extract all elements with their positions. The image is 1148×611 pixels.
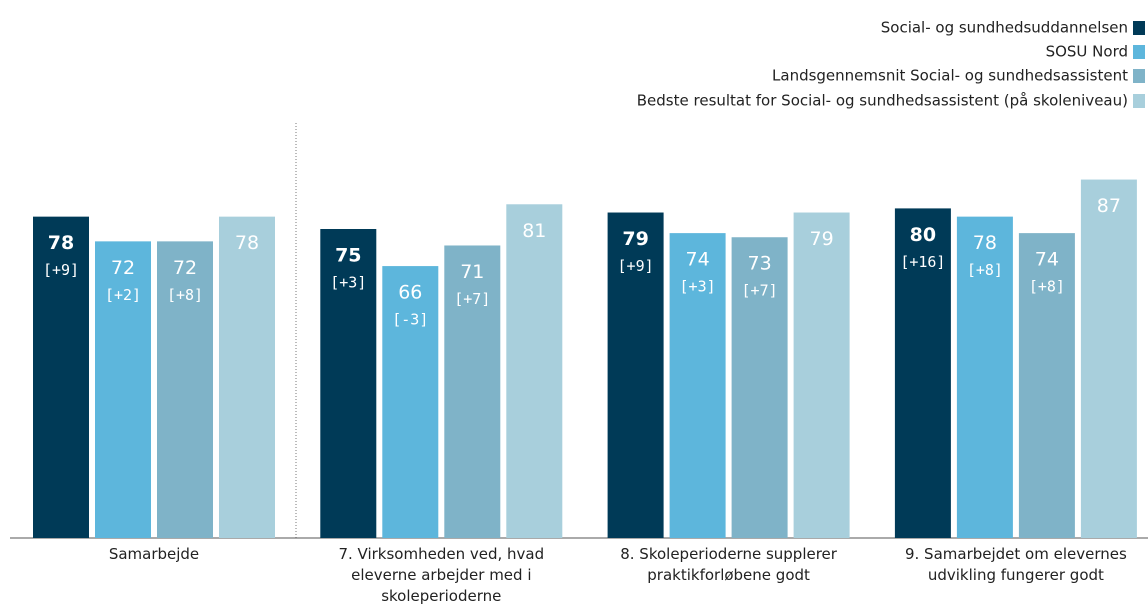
delta-label: [+7]: [742, 282, 778, 300]
bar: [607, 212, 664, 538]
category-label: 7. Virksomheden ved, hvad eleverne arbej…: [338, 545, 545, 605]
value-label: 75: [335, 245, 361, 267]
bar: [444, 245, 501, 539]
value-label: 66: [398, 282, 422, 304]
value-label: 81: [522, 220, 546, 242]
bar: [95, 241, 151, 539]
value-label: 87: [1097, 195, 1121, 217]
legend-label: Landsgennemsnit Social- og sundhedsassis…: [772, 67, 1128, 85]
delta-label: [+3]: [680, 278, 716, 296]
category-label: 8. Skoleperioderne supplerer praktikforl…: [620, 545, 837, 584]
value-label: 74: [686, 249, 710, 271]
bar: [320, 229, 377, 538]
legend-swatch: [1133, 69, 1145, 83]
legend-label: Social- og sundhedsuddannelsen: [881, 19, 1128, 37]
legend-swatch: [1133, 45, 1145, 59]
value-label: 79: [622, 228, 648, 250]
bar: [382, 266, 439, 538]
legend-label: Bedste resultat for Social- og sundhedsa…: [637, 92, 1128, 110]
bar: [669, 233, 726, 538]
value-label: 80: [910, 224, 936, 246]
delta-label: [+7]: [454, 290, 490, 308]
bar: [956, 216, 1013, 538]
delta-label: [+2]: [105, 286, 141, 304]
bar: [506, 204, 563, 538]
delta-label: [+16]: [900, 253, 945, 271]
delta-label: [+8]: [1029, 278, 1065, 296]
bar: [33, 216, 89, 538]
bar: [219, 216, 275, 538]
bar: [731, 237, 788, 539]
value-label: 73: [748, 253, 772, 275]
delta-label: [+9]: [618, 257, 654, 275]
bar: [793, 212, 850, 538]
value-label: 72: [173, 257, 197, 279]
value-label: 71: [460, 261, 484, 283]
category-label: Samarbejde: [108, 545, 200, 563]
category-label: 9. Samarbejdet om elevernes udvikling fu…: [904, 545, 1127, 584]
delta-label: [+8]: [167, 286, 203, 304]
bar: [894, 208, 951, 538]
bar: [157, 241, 213, 539]
delta-label: [-3]: [392, 311, 428, 329]
value-label: 74: [1035, 249, 1059, 271]
delta-label: [+8]: [967, 261, 1003, 279]
value-label: 78: [48, 232, 74, 254]
bar: [1018, 233, 1075, 538]
delta-label: [+9]: [43, 261, 79, 279]
legend-swatch: [1133, 94, 1145, 108]
value-label: 72: [111, 257, 135, 279]
value-label: 78: [973, 232, 997, 254]
legend-label: SOSU Nord: [1046, 43, 1128, 61]
value-label: 79: [810, 228, 834, 250]
delta-label: [+3]: [330, 274, 366, 292]
bar: [1080, 179, 1137, 538]
legend-swatch: [1133, 21, 1145, 35]
value-label: 78: [235, 232, 259, 254]
